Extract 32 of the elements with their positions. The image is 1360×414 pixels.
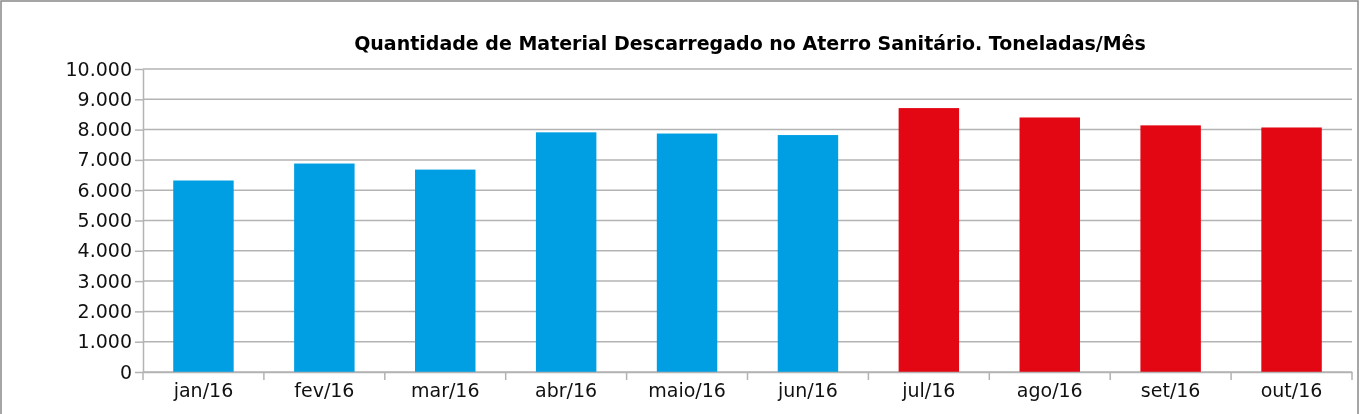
x-tick-label: fev/16 (294, 379, 355, 402)
bar (1140, 125, 1201, 372)
bar (777, 135, 839, 372)
chart-title: Quantidade de Material Descarregado no Aterro Sanitário. Toneladas/Mês (354, 32, 1146, 54)
x-tick-label: jun/16 (776, 379, 838, 402)
y-tick-label: 1.000 (77, 330, 132, 353)
x-tick-label: set/16 (1140, 379, 1201, 402)
x-tick-label: jan/16 (172, 379, 234, 402)
y-tick-label: 3.000 (77, 269, 132, 292)
bar (535, 132, 597, 372)
y-tick-label: 9.000 (77, 87, 132, 110)
y-tick-label: 2.000 (77, 299, 132, 322)
y-tick-label: 0 (119, 360, 132, 383)
x-tick-label: jul/16 (901, 379, 956, 402)
y-tick-label: 10.000 (65, 57, 132, 80)
y-tick-label: 5.000 (77, 209, 132, 232)
x-tick-label: out/16 (1260, 379, 1323, 402)
bar (656, 133, 718, 372)
y-tick-label: 6.000 (77, 178, 132, 201)
bar (1261, 127, 1322, 372)
bar (173, 180, 234, 372)
bar (1019, 117, 1080, 372)
y-tick-label: 4.000 (77, 239, 132, 262)
bar (898, 108, 960, 372)
y-tick-label: 7.000 (77, 148, 132, 171)
y-tick-label: 8.000 (77, 118, 132, 141)
x-tick-label: maio/16 (648, 379, 726, 402)
x-tick-label: mar/16 (410, 379, 480, 402)
bar (415, 169, 476, 372)
bar (294, 163, 355, 372)
x-tick-label: ago/16 (1016, 379, 1083, 402)
x-tick-label: abr/16 (535, 379, 598, 402)
